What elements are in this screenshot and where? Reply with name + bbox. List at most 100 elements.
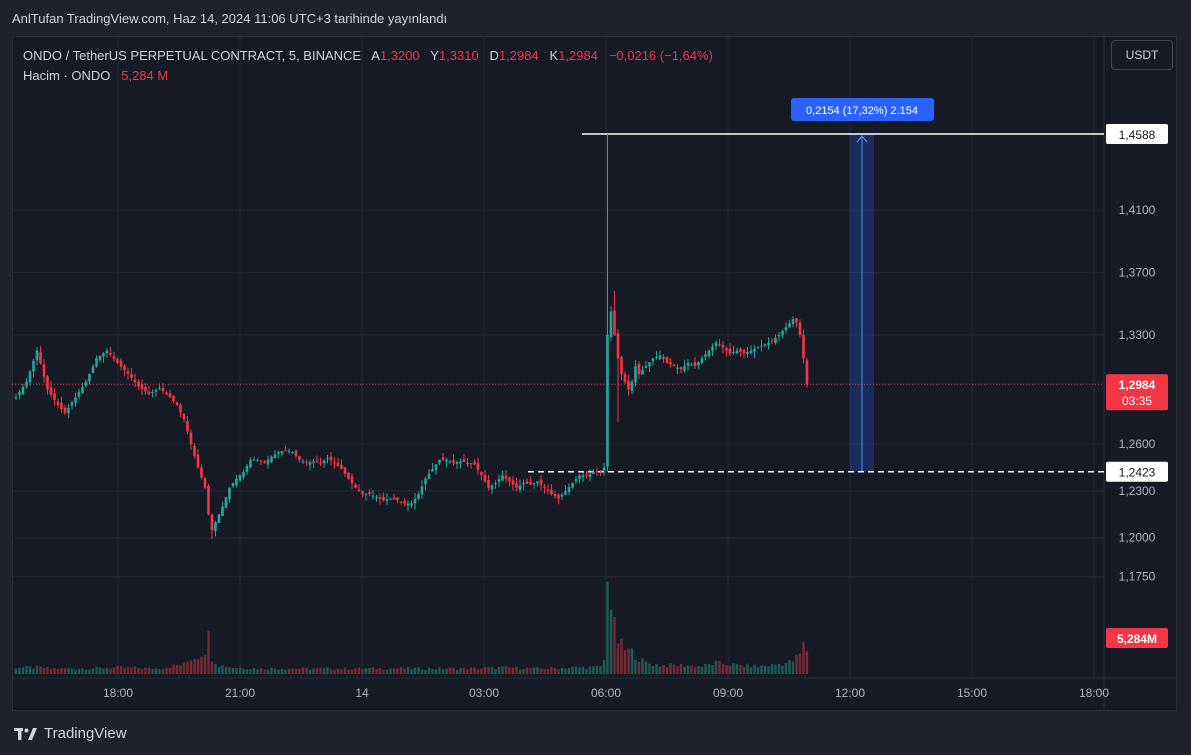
candle-body bbox=[88, 373, 91, 382]
volume-bar bbox=[585, 668, 588, 674]
candle-body bbox=[340, 464, 343, 470]
candle-body bbox=[322, 460, 326, 464]
candle-body bbox=[448, 461, 452, 463]
currency-button[interactable]: USDT bbox=[1111, 40, 1173, 70]
candle-body bbox=[560, 494, 564, 497]
volume-bar bbox=[273, 668, 277, 674]
volume-bar bbox=[683, 666, 686, 674]
candle-body bbox=[382, 496, 385, 501]
volume-value: 5,284 M bbox=[121, 68, 169, 83]
volume-tag-bg bbox=[1106, 628, 1168, 648]
candle-body bbox=[196, 454, 200, 468]
candle-body bbox=[784, 327, 788, 331]
volume-bar bbox=[616, 643, 620, 674]
candle-body bbox=[459, 461, 462, 464]
volume-bar bbox=[763, 665, 767, 674]
open-label: A bbox=[371, 48, 380, 63]
candle-body bbox=[690, 364, 693, 366]
candle-body bbox=[417, 494, 420, 499]
volume-bar bbox=[459, 668, 462, 674]
volume-bar bbox=[410, 669, 413, 674]
candle-body bbox=[252, 459, 256, 461]
volume-bar bbox=[140, 668, 144, 674]
candle-body bbox=[238, 475, 242, 481]
x-tick-label: 03:00 bbox=[469, 686, 499, 700]
volume-bar bbox=[497, 666, 501, 674]
volume-bar bbox=[343, 667, 347, 674]
volume-bar bbox=[399, 667, 403, 674]
symbol-title[interactable]: ONDO / TetherUS PERPETUAL CONTRACT, 5, B… bbox=[23, 48, 362, 63]
volume-bar bbox=[60, 667, 63, 674]
candle-body bbox=[21, 386, 25, 395]
candle-body bbox=[746, 352, 749, 355]
candle-body bbox=[676, 367, 679, 369]
candlestick-chart[interactable]: 0,2154 (17,32%) 2.154 1,4588 1,2423 1,4100 1… bbox=[12, 36, 1177, 711]
volume-bar bbox=[564, 668, 567, 674]
candle-body bbox=[711, 346, 714, 351]
volume-bar bbox=[284, 669, 287, 674]
open-value: 1,3200 bbox=[379, 48, 420, 63]
candle-body bbox=[389, 498, 392, 500]
candle-body bbox=[599, 470, 602, 472]
candle-body bbox=[189, 432, 193, 445]
candle-body bbox=[707, 350, 711, 357]
candle-body bbox=[301, 461, 305, 463]
ohlc-row: ONDO / TetherUS PERPETUAL CONTRACT, 5, B… bbox=[23, 46, 713, 66]
candle-body bbox=[518, 485, 522, 490]
volume-bar bbox=[599, 666, 602, 674]
volume-bar bbox=[406, 667, 410, 674]
candle-body bbox=[392, 497, 396, 500]
volume-label[interactable]: Hacim · ONDO bbox=[23, 68, 111, 83]
volume-bar bbox=[196, 659, 200, 674]
candle-body bbox=[77, 392, 81, 397]
candle-body bbox=[473, 462, 476, 465]
tradingview-logo[interactable]: TradingView bbox=[14, 725, 127, 742]
volume-bar bbox=[679, 663, 683, 674]
candle-body bbox=[445, 459, 448, 462]
volume-bar bbox=[504, 665, 508, 674]
volume-bar bbox=[382, 669, 385, 674]
volume-bar bbox=[147, 667, 151, 674]
volume-bar bbox=[501, 666, 504, 674]
candle-body bbox=[98, 355, 102, 361]
candle-body bbox=[693, 362, 697, 367]
candle-body bbox=[434, 464, 438, 471]
candle-body bbox=[333, 462, 336, 464]
candle-body bbox=[161, 388, 165, 392]
volume-bar bbox=[431, 669, 434, 674]
candle-body bbox=[91, 366, 95, 374]
volume-bar bbox=[546, 668, 550, 674]
candle-body bbox=[221, 506, 224, 516]
measure-label: 0,2154 (17,32%) 2.154 bbox=[806, 105, 918, 117]
candle-body bbox=[182, 413, 186, 420]
volume-bar bbox=[280, 669, 284, 674]
volume-bar bbox=[532, 667, 536, 674]
candle-body bbox=[18, 392, 21, 396]
candle-body bbox=[102, 353, 105, 357]
candle-body bbox=[578, 475, 581, 479]
candle-body bbox=[553, 493, 557, 497]
candle-body bbox=[354, 484, 357, 488]
volume-bar bbox=[266, 669, 270, 674]
candle-body bbox=[571, 483, 574, 488]
volume-bar bbox=[224, 667, 228, 674]
volume-bar bbox=[704, 663, 707, 674]
volume-bar bbox=[567, 667, 571, 674]
candle-body bbox=[60, 402, 63, 410]
volume-bar bbox=[469, 667, 473, 674]
chart-panel[interactable] bbox=[12, 36, 1177, 711]
candle-body bbox=[788, 323, 791, 328]
volume-bar bbox=[728, 665, 732, 674]
volume-bar bbox=[805, 651, 809, 674]
volume-bar bbox=[291, 668, 294, 674]
candle-body bbox=[539, 479, 543, 485]
candle-body bbox=[315, 461, 319, 463]
candle-body bbox=[424, 478, 427, 485]
candle-body bbox=[154, 390, 158, 392]
volume-bar bbox=[238, 667, 242, 674]
volume-bar bbox=[361, 668, 364, 674]
volume-bar bbox=[424, 669, 427, 674]
volume-bar bbox=[144, 667, 147, 674]
volume-bar bbox=[452, 667, 455, 674]
volume-bar bbox=[119, 666, 123, 674]
